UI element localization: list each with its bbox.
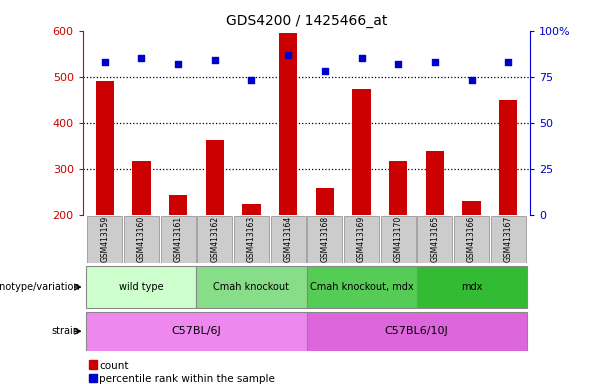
Text: count: count	[99, 361, 129, 371]
Text: GSM413169: GSM413169	[357, 216, 366, 262]
Text: genotype/variation: genotype/variation	[0, 282, 80, 292]
FancyBboxPatch shape	[454, 215, 489, 263]
FancyBboxPatch shape	[86, 266, 196, 308]
Text: Cmah knockout, mdx: Cmah knockout, mdx	[310, 282, 413, 292]
Point	[320, 68, 330, 74]
Bar	[169, 195, 188, 215]
Text: mdx: mdx	[461, 282, 482, 292]
Point	[394, 61, 403, 67]
Bar	[499, 100, 517, 215]
FancyBboxPatch shape	[86, 312, 306, 351]
Point	[430, 59, 440, 65]
FancyBboxPatch shape	[196, 266, 306, 308]
Text: GSM413163: GSM413163	[247, 216, 256, 262]
Text: GSM413165: GSM413165	[430, 216, 440, 262]
FancyBboxPatch shape	[234, 215, 269, 263]
Point	[137, 55, 147, 61]
FancyBboxPatch shape	[197, 215, 232, 263]
Point	[357, 55, 367, 61]
FancyBboxPatch shape	[381, 215, 416, 263]
Text: C57BL/6J: C57BL/6J	[172, 326, 221, 336]
FancyBboxPatch shape	[124, 215, 159, 263]
Point	[466, 78, 476, 84]
FancyBboxPatch shape	[306, 312, 527, 351]
Text: Cmah knockout: Cmah knockout	[213, 282, 289, 292]
Point	[173, 61, 183, 67]
FancyBboxPatch shape	[270, 215, 306, 263]
Bar	[132, 161, 151, 215]
Title: GDS4200 / 1425466_at: GDS4200 / 1425466_at	[226, 14, 387, 28]
Point	[283, 51, 293, 58]
Bar	[352, 89, 371, 215]
Bar	[96, 81, 114, 215]
Text: GSM413162: GSM413162	[210, 216, 219, 262]
FancyBboxPatch shape	[417, 215, 452, 263]
Text: GSM413164: GSM413164	[284, 216, 292, 262]
Text: GSM413160: GSM413160	[137, 216, 146, 262]
Text: C57BL6/10J: C57BL6/10J	[385, 326, 449, 336]
Bar	[205, 141, 224, 215]
Bar	[242, 204, 261, 215]
Text: GSM413166: GSM413166	[467, 216, 476, 262]
Bar	[316, 188, 334, 215]
Text: GSM413159: GSM413159	[101, 216, 109, 262]
Point	[246, 78, 256, 84]
Text: percentile rank within the sample: percentile rank within the sample	[99, 374, 275, 384]
FancyBboxPatch shape	[306, 266, 417, 308]
Text: strain: strain	[51, 326, 80, 336]
Bar	[279, 33, 297, 215]
Text: GSM413161: GSM413161	[173, 216, 183, 262]
Text: GSM413167: GSM413167	[504, 216, 512, 262]
Text: GSM413168: GSM413168	[321, 216, 329, 262]
Text: wild type: wild type	[119, 282, 164, 292]
Text: GSM413170: GSM413170	[394, 216, 403, 262]
FancyBboxPatch shape	[490, 215, 526, 263]
FancyBboxPatch shape	[417, 266, 527, 308]
FancyBboxPatch shape	[344, 215, 379, 263]
Point	[503, 59, 513, 65]
Point	[100, 59, 110, 65]
Bar	[425, 151, 444, 215]
Bar	[462, 201, 481, 215]
FancyBboxPatch shape	[87, 215, 123, 263]
FancyBboxPatch shape	[161, 215, 196, 263]
Point	[210, 57, 219, 63]
Bar	[389, 161, 408, 215]
FancyBboxPatch shape	[307, 215, 343, 263]
